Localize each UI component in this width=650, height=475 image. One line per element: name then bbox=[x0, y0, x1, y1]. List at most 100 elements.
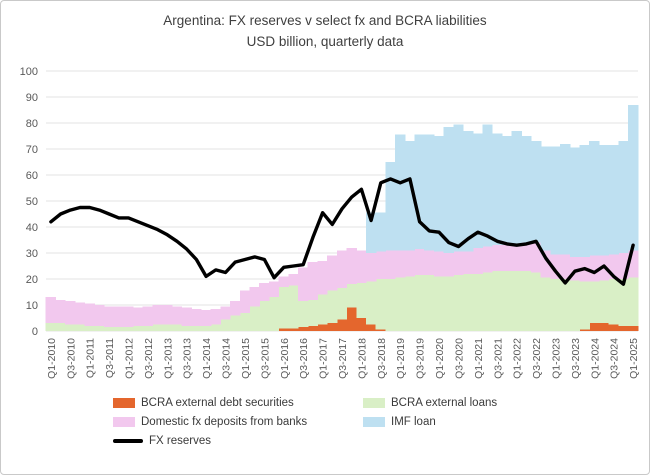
bar-segment bbox=[191, 308, 202, 326]
bar-segment bbox=[511, 130, 522, 246]
bar-segment bbox=[569, 256, 581, 281]
bar-segment bbox=[74, 324, 86, 331]
bar-segment bbox=[550, 279, 561, 331]
bar-segment bbox=[356, 318, 367, 331]
bar-segment bbox=[230, 315, 241, 331]
bar-segment bbox=[395, 250, 406, 278]
bar-segment bbox=[598, 280, 610, 324]
legend-label: IMF loan bbox=[391, 416, 436, 428]
bar-segment bbox=[589, 323, 600, 331]
bar-segment bbox=[259, 282, 270, 302]
x-tick-label: Q3-2022 bbox=[531, 338, 543, 379]
bar-segment bbox=[501, 136, 513, 246]
bar-segment bbox=[579, 329, 590, 331]
x-tick-label: Q3-2014 bbox=[221, 338, 233, 379]
bar-segment bbox=[278, 328, 289, 331]
bar-segment bbox=[608, 145, 619, 255]
bar-segment bbox=[356, 282, 367, 318]
chart-title: Argentina: FX reserves v select fx and B… bbox=[1, 11, 649, 53]
bar-segment bbox=[365, 253, 377, 282]
x-tick-label: Q3-2017 bbox=[337, 338, 349, 379]
bar-segment bbox=[346, 247, 357, 285]
bar-segment bbox=[395, 134, 406, 251]
bar-segment bbox=[94, 305, 105, 326]
bar-segment bbox=[414, 249, 425, 276]
bar-segment bbox=[530, 141, 542, 243]
bar-segment bbox=[171, 324, 183, 331]
x-tick-label: Q1-2010 bbox=[46, 338, 58, 379]
bar-segment bbox=[385, 162, 396, 251]
chart-title-line2: USD billion, quarterly data bbox=[246, 33, 404, 49]
bar-segment bbox=[521, 136, 532, 243]
bar-segment bbox=[608, 279, 619, 325]
bar-segment bbox=[356, 250, 367, 283]
bar-segment bbox=[589, 141, 600, 256]
bar-segment bbox=[162, 324, 173, 331]
bar-segment bbox=[608, 324, 619, 331]
bar-segment bbox=[530, 242, 542, 273]
bar-segment bbox=[317, 324, 328, 331]
bar-segment bbox=[133, 325, 144, 331]
bar-segment bbox=[433, 136, 445, 252]
legend-label: FX reserves bbox=[149, 435, 211, 447]
bar-segment bbox=[501, 245, 513, 272]
bar-segment bbox=[152, 324, 163, 331]
bar-segment bbox=[327, 290, 338, 324]
bar-segment bbox=[511, 271, 522, 331]
bar-segment bbox=[395, 277, 406, 331]
bar-segment bbox=[540, 277, 551, 331]
y-tick-label: 40 bbox=[26, 222, 38, 234]
bar-segment bbox=[424, 275, 435, 331]
x-tick-label: Q3-2010 bbox=[65, 338, 77, 379]
bar-segment bbox=[618, 253, 629, 279]
bar-segment bbox=[492, 133, 503, 246]
bar-segment bbox=[278, 276, 289, 287]
bar-segment bbox=[569, 280, 581, 331]
bar-segment bbox=[288, 285, 299, 329]
bar-segment bbox=[181, 325, 192, 331]
bar-segment bbox=[540, 146, 551, 251]
bar-segment bbox=[249, 306, 260, 331]
bar-segment bbox=[365, 212, 377, 253]
bar-segment bbox=[113, 327, 124, 331]
y-tick-label: 90 bbox=[26, 92, 38, 104]
bar-segment bbox=[45, 323, 57, 331]
bar-segment bbox=[618, 325, 629, 331]
bar-segment bbox=[365, 324, 377, 331]
bar-segment bbox=[162, 305, 173, 325]
bar-segment bbox=[598, 145, 610, 256]
x-tick-label: Q1-2024 bbox=[589, 338, 601, 379]
bar-segment bbox=[239, 290, 251, 313]
bar-segment bbox=[453, 251, 464, 276]
y-tick-label: 70 bbox=[26, 144, 38, 156]
bar-segment bbox=[424, 250, 435, 276]
bar-segment bbox=[74, 302, 86, 325]
bar-segment bbox=[414, 275, 425, 331]
bar-segment bbox=[560, 279, 571, 331]
y-tick-label: 20 bbox=[26, 274, 38, 286]
chart-legend: BCRA external debt securities BCRA extern… bbox=[113, 397, 633, 447]
bar-segment bbox=[579, 281, 590, 330]
bar-segment bbox=[142, 325, 154, 331]
bar-segment bbox=[569, 147, 581, 257]
bar-segment bbox=[550, 146, 561, 255]
bar-segment bbox=[336, 319, 348, 331]
bar-segment bbox=[317, 294, 328, 325]
legend-item-domestic-fx-deposits-from-banks: Domestic fx deposits from banks bbox=[113, 416, 363, 428]
bar-segment bbox=[472, 273, 484, 331]
legend-line-swatch bbox=[113, 439, 143, 443]
x-tick-label: Q3-2019 bbox=[415, 338, 427, 379]
bar-segment bbox=[598, 323, 610, 331]
chart-canvas: 0 10 20 30 40 50 60 70 80 90 100 Q1-2010 Q3-2010 Q1-2… bbox=[20, 66, 641, 379]
bar-segment bbox=[365, 281, 377, 325]
x-tick-label: Q3-2020 bbox=[453, 338, 465, 379]
bar-segment bbox=[191, 325, 202, 331]
legend-color-swatch bbox=[113, 398, 135, 408]
bar-segment bbox=[550, 254, 561, 279]
y-tick-label: 80 bbox=[26, 118, 38, 130]
y-tick-label: 30 bbox=[26, 248, 38, 260]
bar-segment bbox=[463, 130, 474, 252]
bar-segment bbox=[210, 308, 221, 325]
bar-segment bbox=[404, 276, 416, 331]
legend-label: BCRA external debt securities bbox=[141, 397, 294, 409]
